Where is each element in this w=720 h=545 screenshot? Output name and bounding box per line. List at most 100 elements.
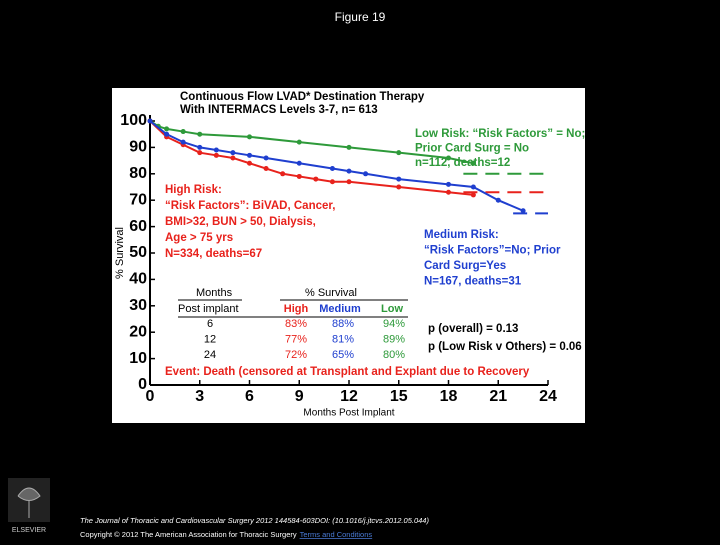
annotation: “Risk Factors”: BiVAD, Cancer,	[165, 200, 335, 212]
x-tick-label: 18	[440, 388, 458, 405]
survival-point	[446, 181, 451, 187]
survival-point	[197, 150, 203, 156]
x-tick-label: 6	[245, 388, 254, 405]
table-header: High	[284, 303, 309, 315]
survival-point	[363, 171, 369, 177]
table-cell: 94%	[383, 318, 405, 330]
y-tick-label: 100	[120, 112, 147, 129]
survival-point	[396, 184, 402, 190]
survival-point	[197, 131, 203, 137]
survival-point	[329, 166, 335, 172]
table-header: Low	[381, 303, 403, 315]
table-header: Months	[196, 287, 233, 299]
survival-point	[280, 171, 286, 177]
survival-point	[446, 155, 451, 161]
survival-point	[296, 160, 302, 166]
survival-point	[247, 152, 252, 158]
survival-point	[396, 176, 402, 182]
survival-line	[149, 120, 474, 196]
table-header: Post implant	[178, 303, 239, 315]
x-axis-label: Months Post Implant	[303, 408, 394, 419]
table-header: Medium	[319, 303, 361, 315]
survival-point	[247, 134, 252, 140]
x-tick-label: 12	[340, 388, 358, 405]
survival-point	[495, 197, 501, 203]
survival-point	[346, 179, 352, 185]
survival-point	[296, 139, 302, 145]
survival-point	[470, 184, 476, 190]
annotation: Age > 75 yrs	[165, 232, 233, 244]
y-tick-label: 20	[129, 323, 147, 340]
table-cell: 81%	[332, 333, 354, 345]
y-tick-label: 90	[129, 139, 147, 156]
survival-point	[147, 118, 153, 124]
terms-link[interactable]: Terms and Conditions	[300, 530, 373, 539]
survival-point	[213, 147, 219, 153]
table-cell: 6	[207, 318, 213, 330]
survival-point	[396, 150, 402, 156]
survival-point	[520, 208, 526, 214]
elsevier-logo: ELSEVIER	[8, 478, 50, 534]
y-tick-label: 10	[129, 350, 147, 367]
table-cell: 88%	[332, 318, 354, 330]
table-cell: 12	[204, 333, 216, 345]
table-cell: 83%	[285, 318, 307, 330]
figure-title: Figure 19	[335, 10, 386, 24]
table-cell: 24	[204, 349, 216, 361]
survival-point	[346, 168, 352, 174]
survival-point	[213, 152, 219, 158]
x-tick-label: 15	[390, 388, 408, 405]
copyright-text: Copyright © 2012 The American Associatio…	[80, 530, 297, 539]
copyright: Copyright © 2012 The American Associatio…	[80, 530, 372, 539]
survival-point	[230, 150, 236, 156]
y-tick-label: 50	[129, 244, 147, 261]
x-tick-label: 9	[295, 388, 304, 405]
annotation: Medium Risk:	[424, 229, 499, 241]
table-cell: 65%	[332, 349, 354, 361]
chart-title: Continuous Flow LVAD* Destination Therap…	[180, 91, 425, 103]
survival-point	[180, 139, 186, 145]
y-axis-label: % Survival	[114, 227, 126, 279]
annotation: Prior Card Surg = No	[415, 143, 529, 155]
survival-point	[296, 173, 302, 179]
survival-point	[346, 144, 352, 150]
annotation: p (Low Risk v Others) = 0.06	[428, 341, 582, 353]
x-tick-label: 21	[489, 388, 507, 405]
survival-point	[470, 192, 476, 198]
survival-point	[263, 166, 269, 172]
annotation: N=334, deaths=67	[165, 248, 262, 260]
x-tick-label: 0	[146, 388, 155, 405]
annotation: Event: Death (censored at Transplant and…	[165, 366, 530, 378]
survival-point	[247, 160, 252, 166]
survival-point	[197, 144, 203, 150]
annotation: n=112, deaths=12	[415, 157, 510, 169]
survival-point	[180, 129, 186, 135]
y-tick-label: 30	[129, 297, 147, 314]
survival-point	[329, 179, 335, 185]
journal-citation: The Journal of Thoracic and Cardiovascul…	[80, 516, 429, 525]
survival-point	[470, 160, 476, 166]
table-cell: 77%	[285, 333, 307, 345]
annotation: “Risk Factors”=No; Prior	[424, 245, 561, 257]
svg-text:ELSEVIER: ELSEVIER	[12, 527, 46, 534]
annotation: Low Risk: “Risk Factors” = No;	[415, 128, 585, 140]
survival-point	[164, 126, 170, 132]
y-tick-label: 0	[138, 376, 147, 393]
annotation: BMI>32, BUN > 50, Dialysis,	[165, 216, 316, 228]
table-cell: 72%	[285, 349, 307, 361]
x-tick-label: 24	[539, 388, 557, 405]
survival-point	[446, 189, 451, 195]
annotation: N=167, deaths=31	[424, 276, 522, 288]
y-tick-label: 80	[129, 165, 147, 182]
annotation: High Risk:	[165, 184, 222, 196]
x-tick-label: 3	[195, 388, 204, 405]
survival-point	[230, 155, 236, 161]
chart-title: With INTERMACS Levels 3-7, n= 613	[180, 104, 378, 116]
table-cell: 89%	[383, 333, 405, 345]
table-cell: 80%	[383, 349, 405, 361]
survival-point	[164, 131, 170, 137]
y-tick-label: 60	[129, 218, 147, 235]
annotation: p (overall) = 0.13	[428, 323, 518, 335]
y-tick-label: 70	[129, 191, 147, 208]
survival-point	[313, 176, 319, 182]
